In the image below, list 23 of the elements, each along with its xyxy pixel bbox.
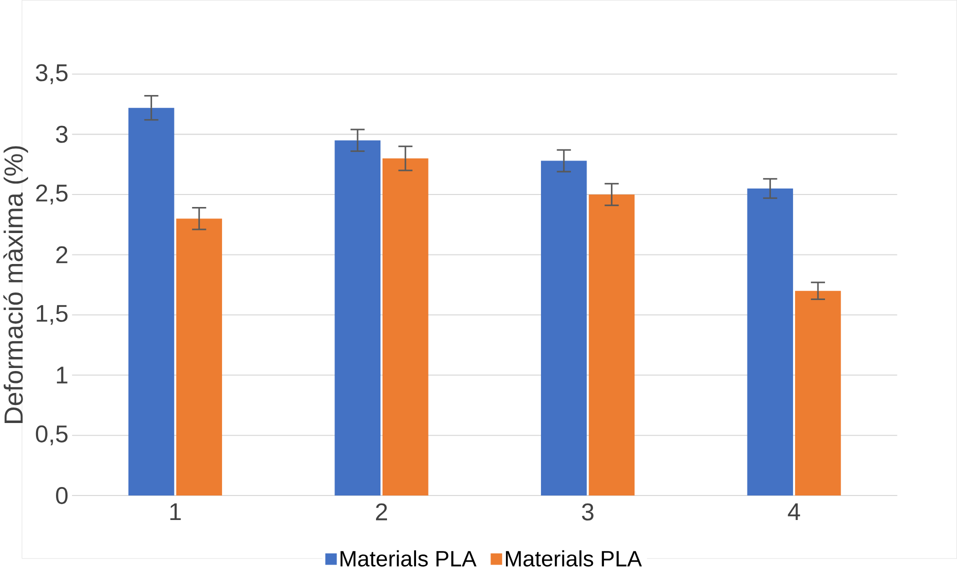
bar	[334, 140, 380, 496]
bar	[588, 194, 635, 496]
legend-label: Materials PLA	[340, 550, 477, 567]
y-tick-label: 0	[56, 487, 68, 504]
bar	[747, 188, 794, 496]
y-tick-label: 0,5	[36, 425, 68, 446]
x-tick-label: 1	[170, 503, 181, 520]
bar	[382, 158, 428, 496]
y-tick-label: 3,5	[36, 64, 68, 84]
y-tick-label: 3	[56, 126, 68, 143]
bar	[176, 218, 222, 496]
y-tick-label: 2	[56, 246, 68, 264]
x-tick-label: 2	[376, 503, 387, 520]
x-tick-label: 3	[582, 503, 594, 521]
bar	[540, 160, 587, 496]
bar	[795, 290, 841, 496]
y-tick-label: 2,5	[36, 184, 68, 205]
bar	[128, 108, 174, 496]
legend-label: Materials PLA	[506, 550, 642, 567]
y-tick-label: 1,5	[36, 305, 68, 325]
y-axis-title: Deformació màxima (%)	[3, 146, 28, 424]
y-tick-label: 1	[56, 366, 68, 384]
x-tick-label: 4	[788, 503, 800, 520]
